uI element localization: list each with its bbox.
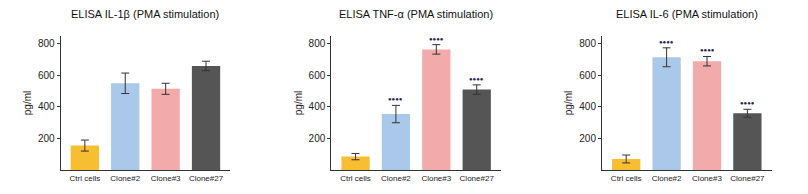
svg-text:●●●●: ●●●● xyxy=(469,76,484,82)
svg-text:Clone#27: Clone#27 xyxy=(730,174,765,183)
svg-text:Clone#2: Clone#2 xyxy=(652,174,682,183)
svg-text:pg/ml: pg/ml xyxy=(22,91,33,115)
svg-text:●●●●: ●●●● xyxy=(429,36,444,42)
svg-text:ELISA IL-6 (PMA stimulation): ELISA IL-6 (PMA stimulation) xyxy=(616,8,758,20)
svg-text:400: 400 xyxy=(309,101,326,112)
svg-text:Clone#27: Clone#27 xyxy=(189,174,224,183)
svg-text:Clone#2: Clone#2 xyxy=(381,174,411,183)
svg-text:800: 800 xyxy=(309,38,326,49)
svg-text:ELISA TNF-α (PMA stimulation): ELISA TNF-α (PMA stimulation) xyxy=(339,8,493,20)
svg-text:Clone#27: Clone#27 xyxy=(460,174,495,183)
svg-text:600: 600 xyxy=(309,70,326,81)
svg-text:600: 600 xyxy=(579,70,596,81)
svg-text:200: 200 xyxy=(309,133,326,144)
svg-text:●●●●: ●●●● xyxy=(700,47,715,53)
svg-text:pg/ml: pg/ml xyxy=(563,91,574,115)
svg-text:●●●●: ●●●● xyxy=(388,96,403,102)
svg-text:Clone#3: Clone#3 xyxy=(421,174,451,183)
svg-text:Clone#2: Clone#2 xyxy=(110,174,140,183)
svg-text:Ctrl cells: Ctrl cells xyxy=(340,174,371,183)
svg-text:Clone#3: Clone#3 xyxy=(692,174,722,183)
svg-text:●●●●: ●●●● xyxy=(659,39,674,45)
svg-text:800: 800 xyxy=(579,38,596,49)
svg-text:ELISA IL-1β (PMA stimulation): ELISA IL-1β (PMA stimulation) xyxy=(71,8,219,20)
svg-text:800: 800 xyxy=(38,38,55,49)
svg-text:●●●●: ●●●● xyxy=(740,100,755,106)
svg-text:pg/ml: pg/ml xyxy=(293,91,304,115)
svg-text:600: 600 xyxy=(38,70,55,81)
svg-text:200: 200 xyxy=(38,133,55,144)
svg-text:400: 400 xyxy=(579,101,596,112)
svg-text:Clone#3: Clone#3 xyxy=(151,174,181,183)
svg-text:200: 200 xyxy=(579,133,596,144)
svg-text:400: 400 xyxy=(38,101,55,112)
svg-text:Ctrl cells: Ctrl cells xyxy=(70,174,101,183)
svg-text:Ctrl cells: Ctrl cells xyxy=(611,174,642,183)
